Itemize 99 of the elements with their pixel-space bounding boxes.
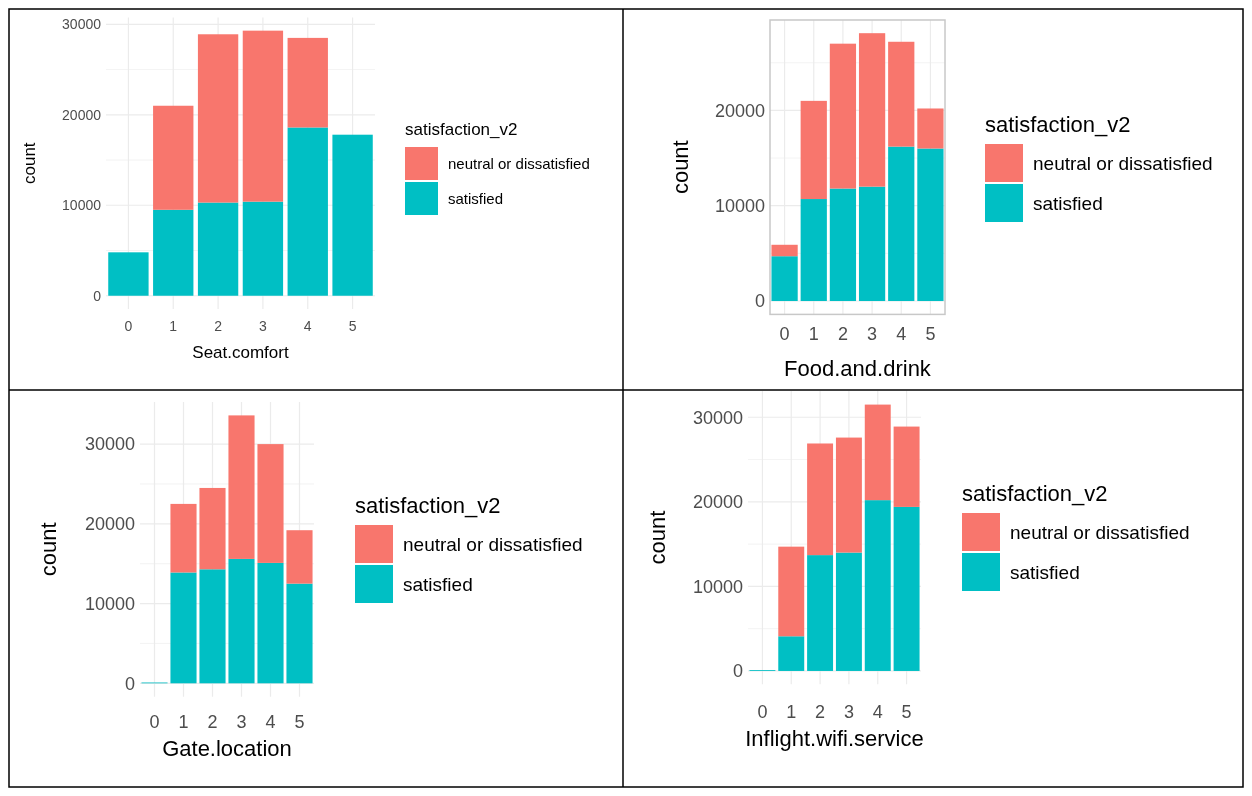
bar xyxy=(197,34,239,203)
x-axis-title: Seat.comfort xyxy=(192,343,289,362)
y-tick-label: 10000 xyxy=(692,576,743,597)
x-tick-label: 4 xyxy=(896,324,907,344)
bar xyxy=(829,188,857,302)
legend-title: satisfaction_v2 xyxy=(985,112,1131,137)
y-tick-label: 0 xyxy=(732,661,743,682)
y-tick-label: 20000 xyxy=(692,492,743,513)
x-tick-label: 3 xyxy=(236,712,247,732)
x-tick-label: 2 xyxy=(214,318,223,334)
bar xyxy=(199,569,226,684)
x-tick-label: 1 xyxy=(178,712,189,732)
x-tick-label: 1 xyxy=(786,702,797,722)
bar xyxy=(108,252,149,296)
bar xyxy=(835,437,862,553)
x-tick-label: 5 xyxy=(348,318,357,334)
y-tick-label: 30000 xyxy=(84,434,135,455)
x-tick-label: 0 xyxy=(149,712,160,732)
bar xyxy=(257,444,284,563)
y-tick-label: 0 xyxy=(754,291,765,312)
bar xyxy=(771,256,798,302)
y-tick-label: 30000 xyxy=(692,407,743,428)
bar xyxy=(170,572,197,684)
bar xyxy=(197,202,239,296)
bar xyxy=(242,201,284,296)
bar xyxy=(917,108,944,149)
x-tick-label: 1 xyxy=(808,324,819,344)
x-tick-label: 2 xyxy=(837,324,848,344)
y-axis-title: count xyxy=(645,510,670,565)
y-tick-label: 20000 xyxy=(714,100,765,121)
bar xyxy=(286,583,313,684)
y-axis-title: count xyxy=(36,522,61,577)
bar xyxy=(286,530,313,584)
x-tick-label: 5 xyxy=(901,702,912,722)
x-tick-label: 3 xyxy=(259,318,268,334)
bar xyxy=(800,199,827,302)
y-tick-label: 30000 xyxy=(62,16,102,33)
bar xyxy=(228,415,255,559)
legend-title: satisfaction_v2 xyxy=(962,481,1108,506)
y-axis-title: count xyxy=(668,140,693,195)
legend-label: neutral or dissatisfied xyxy=(448,154,590,172)
bar xyxy=(829,43,857,189)
x-tick-label: 3 xyxy=(843,702,854,722)
bar xyxy=(170,503,197,573)
bar xyxy=(888,146,915,302)
y-tick-label: 20000 xyxy=(84,514,135,535)
x-tick-label: 0 xyxy=(779,324,790,344)
bar xyxy=(257,562,284,684)
legend-label: satisfied xyxy=(448,189,504,207)
bar xyxy=(332,134,373,296)
legend-label: neutral or dissatisfied xyxy=(403,533,583,555)
bar xyxy=(199,487,226,570)
bar xyxy=(228,558,255,684)
bar xyxy=(778,546,805,637)
bar xyxy=(287,37,328,128)
x-axis-title: Inflight.wifi.service xyxy=(745,726,924,751)
bar xyxy=(807,443,834,556)
legend-label: neutral or dissatisfied xyxy=(1010,521,1190,543)
bar xyxy=(893,426,920,507)
bar xyxy=(778,636,805,671)
y-tick-label: 0 xyxy=(124,673,135,694)
x-tick-label: 2 xyxy=(815,702,826,722)
legend-label: neutral or dissatisfied xyxy=(1033,152,1213,174)
x-tick-label: 5 xyxy=(925,324,936,344)
y-tick-label: 0 xyxy=(93,287,102,304)
legend-label: satisfied xyxy=(1010,561,1080,583)
bar xyxy=(835,552,862,671)
bar xyxy=(893,506,920,671)
bar xyxy=(287,127,328,296)
bar xyxy=(858,33,886,187)
y-axis-title: count xyxy=(20,142,39,184)
x-tick-label: 3 xyxy=(867,324,878,344)
x-tick-label: 4 xyxy=(872,702,883,722)
bar xyxy=(864,500,891,671)
bar xyxy=(153,209,194,296)
legend-label: satisfied xyxy=(403,573,473,595)
bar xyxy=(888,41,915,147)
y-tick-label: 10000 xyxy=(84,593,135,614)
y-tick-label: 20000 xyxy=(62,106,102,123)
legend-title: satisfaction_v2 xyxy=(355,493,501,518)
bar xyxy=(864,404,891,501)
bar xyxy=(242,30,284,202)
bar xyxy=(858,186,886,302)
x-tick-label: 1 xyxy=(169,318,178,334)
bar xyxy=(917,148,944,302)
x-tick-label: 4 xyxy=(265,712,276,732)
x-axis-title: Gate.location xyxy=(162,736,292,761)
x-tick-label: 2 xyxy=(207,712,218,732)
legend-title: satisfaction_v2 xyxy=(405,120,518,139)
bar xyxy=(153,105,194,210)
bar xyxy=(807,555,834,671)
y-tick-label: 10000 xyxy=(62,197,102,214)
x-tick-label: 5 xyxy=(294,712,305,732)
x-axis-title: Food.and.drink xyxy=(784,356,932,381)
bar xyxy=(800,100,827,200)
x-tick-label: 4 xyxy=(303,318,312,334)
y-tick-label: 10000 xyxy=(714,196,765,217)
bar xyxy=(771,244,798,257)
legend-label: satisfied xyxy=(1033,192,1103,214)
